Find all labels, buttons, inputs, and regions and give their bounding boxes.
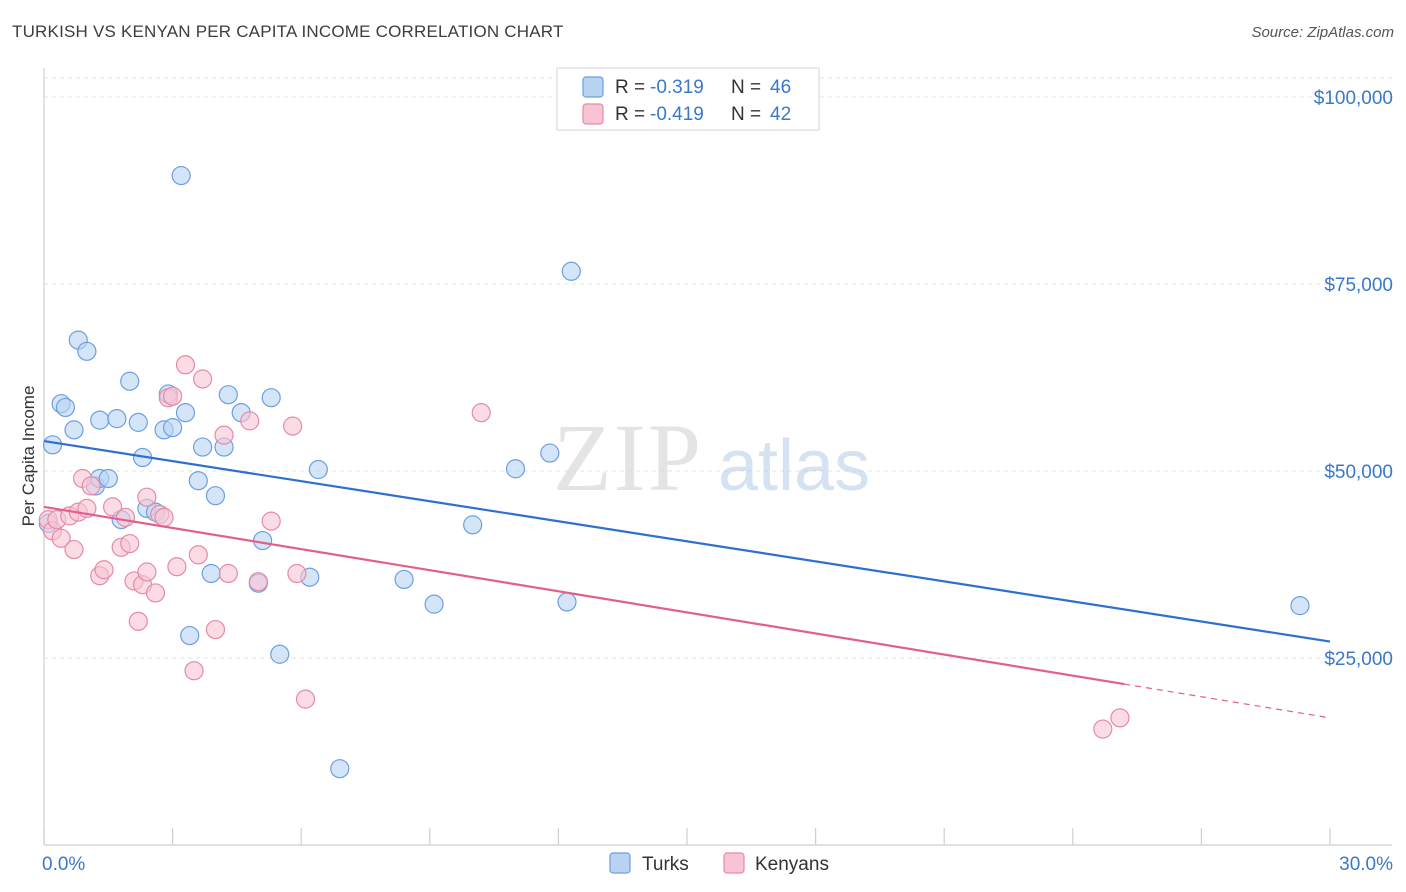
point-kenyans bbox=[295, 689, 316, 709]
x-tick-marks bbox=[43, 828, 1331, 845]
point-turks bbox=[175, 403, 196, 423]
point-kenyans bbox=[51, 528, 71, 548]
point-kenyans bbox=[145, 583, 166, 603]
point-turks bbox=[128, 412, 148, 432]
point-turks bbox=[308, 459, 328, 480]
point-turks bbox=[1290, 596, 1310, 616]
point-kenyans bbox=[205, 619, 226, 640]
point-kenyans bbox=[163, 386, 183, 406]
point-kenyans bbox=[287, 563, 307, 584]
y-tick-label: $75,000 bbox=[1324, 275, 1393, 296]
point-turks bbox=[193, 437, 213, 457]
x-tick-label-min: 0.0% bbox=[42, 854, 85, 875]
point-kenyans bbox=[248, 572, 268, 592]
legend-swatch-kenyans bbox=[582, 103, 604, 125]
point-kenyans bbox=[137, 487, 157, 507]
point-kenyans bbox=[1110, 708, 1130, 728]
point-turks bbox=[424, 594, 444, 614]
point-turks bbox=[253, 530, 273, 551]
point-turks bbox=[171, 165, 191, 186]
point-kenyans bbox=[261, 511, 281, 531]
trend-line-turks bbox=[43, 439, 1331, 643]
trend-line-extension-kenyans bbox=[1124, 683, 1331, 719]
source-note: Source: ZipAtlas.com bbox=[1251, 24, 1394, 41]
bottom-legend: Turks Kenyans bbox=[609, 852, 829, 875]
legend-r-value-kenyans: -0.419 bbox=[650, 104, 704, 125]
legend-n-label-kenyans: N = bbox=[731, 104, 761, 125]
legend-n-label-turks: N = bbox=[731, 77, 761, 98]
point-kenyans bbox=[120, 533, 140, 554]
legend-r-value-turks: -0.319 bbox=[650, 77, 704, 98]
point-kenyans bbox=[188, 545, 208, 565]
legend-n-value-kenyans: 42 bbox=[770, 104, 791, 125]
point-turks bbox=[557, 592, 577, 612]
point-turks bbox=[107, 409, 127, 429]
point-turks bbox=[201, 563, 221, 584]
point-turks bbox=[505, 459, 526, 479]
point-turks bbox=[394, 569, 414, 590]
point-turks bbox=[64, 420, 84, 440]
point-kenyans bbox=[128, 611, 148, 631]
point-turks bbox=[77, 341, 97, 361]
legend-box: R = -0.319 N = 46 R = -0.419 N = 42 bbox=[556, 67, 820, 131]
bottom-legend-label-turks: Turks bbox=[642, 854, 689, 875]
point-kenyans bbox=[102, 497, 123, 517]
legend-swatch-turks bbox=[582, 76, 604, 98]
legend-r-label-turks: R = bbox=[615, 77, 645, 98]
bottom-legend-swatch-kenyans bbox=[723, 852, 745, 874]
point-turks bbox=[55, 397, 76, 418]
point-kenyans bbox=[167, 557, 187, 577]
point-turks bbox=[330, 759, 350, 779]
point-kenyans bbox=[64, 539, 84, 560]
point-kenyans bbox=[115, 507, 136, 527]
point-kenyans bbox=[193, 369, 213, 389]
point-turks bbox=[463, 515, 483, 535]
legend-r-label-kenyans: R = bbox=[615, 104, 645, 125]
trend-lines bbox=[43, 439, 1331, 719]
point-turks bbox=[90, 410, 110, 430]
point-turks bbox=[540, 443, 560, 463]
point-turks bbox=[561, 261, 581, 281]
point-turks bbox=[98, 468, 118, 489]
watermark-atlas: atlas bbox=[718, 426, 870, 506]
point-kenyans bbox=[94, 560, 114, 580]
point-turks bbox=[163, 418, 183, 438]
y-axis-label: Per Capita Income bbox=[19, 386, 38, 527]
point-kenyans bbox=[240, 411, 260, 431]
bottom-legend-swatch-turks bbox=[609, 852, 631, 874]
legend-n-value-turks: 46 bbox=[770, 77, 791, 98]
point-turks bbox=[261, 388, 281, 408]
chart-title: TURKISH VS KENYAN PER CAPITA INCOME CORR… bbox=[12, 22, 564, 41]
y-tick-label: $100,000 bbox=[1314, 88, 1393, 109]
point-kenyans bbox=[218, 563, 238, 584]
point-kenyans bbox=[1093, 719, 1113, 739]
point-kenyans bbox=[81, 476, 101, 496]
point-kenyans bbox=[214, 425, 234, 445]
gridlines bbox=[44, 77, 1392, 659]
watermark-zip: ZIP bbox=[553, 404, 703, 511]
y-tick-labels: $25,000 $50,000 $75,000 $100,000 bbox=[1314, 88, 1393, 670]
point-turks bbox=[218, 385, 238, 405]
y-tick-label: $50,000 bbox=[1324, 462, 1393, 483]
point-turks bbox=[188, 471, 208, 491]
point-kenyans bbox=[154, 507, 174, 527]
point-turks bbox=[205, 486, 226, 506]
y-tick-label: $25,000 bbox=[1324, 649, 1393, 670]
x-tick-label-max: 30.0% bbox=[1339, 854, 1393, 875]
point-kenyans bbox=[137, 562, 157, 582]
trend-line-kenyans bbox=[43, 505, 1125, 686]
point-kenyans bbox=[184, 661, 204, 681]
point-turks bbox=[120, 371, 140, 391]
point-turks bbox=[42, 435, 63, 455]
point-kenyans bbox=[471, 403, 491, 423]
bottom-legend-label-kenyans: Kenyans bbox=[755, 854, 829, 875]
point-kenyans bbox=[283, 416, 303, 436]
point-turks bbox=[270, 644, 290, 664]
point-turks bbox=[180, 625, 200, 646]
point-kenyans bbox=[175, 355, 196, 375]
